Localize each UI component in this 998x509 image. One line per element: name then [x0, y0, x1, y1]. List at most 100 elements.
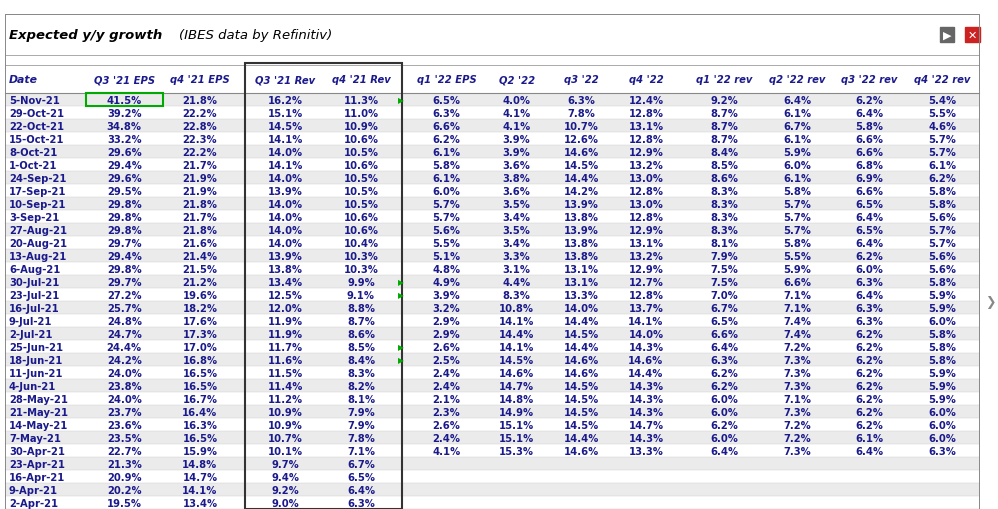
Text: q4 '22 rev: q4 '22 rev: [914, 75, 970, 85]
Text: 14.1%: 14.1%: [499, 342, 534, 352]
Text: 6.2%: 6.2%: [855, 407, 883, 417]
Text: 10.6%: 10.6%: [343, 212, 378, 222]
Text: 24-Sep-21: 24-Sep-21: [9, 174, 67, 183]
Text: 17.3%: 17.3%: [183, 329, 218, 339]
Text: 9.4%: 9.4%: [271, 472, 299, 482]
Text: 6.4%: 6.4%: [855, 212, 883, 222]
Text: 7.9%: 7.9%: [347, 420, 375, 430]
Text: 3.4%: 3.4%: [503, 238, 531, 248]
Text: 6.1%: 6.1%: [432, 148, 460, 157]
Text: 8-Oct-21: 8-Oct-21: [9, 148, 57, 157]
Text: 24.4%: 24.4%: [107, 342, 142, 352]
Text: 24.0%: 24.0%: [107, 394, 142, 404]
Text: Q3 '21 EPS: Q3 '21 EPS: [94, 75, 155, 85]
Text: 13.1%: 13.1%: [564, 277, 599, 287]
Text: 7.8%: 7.8%: [567, 108, 595, 119]
Bar: [5, 66, 979, 94]
Text: 6.1%: 6.1%: [783, 174, 811, 183]
Text: 7.3%: 7.3%: [783, 368, 811, 378]
Text: 11.5%: 11.5%: [267, 368, 303, 378]
Text: 7.8%: 7.8%: [347, 433, 375, 443]
Text: 11.3%: 11.3%: [343, 96, 378, 106]
Text: 14.4%: 14.4%: [499, 329, 534, 339]
Text: 13.3%: 13.3%: [564, 290, 599, 300]
Text: 6.4%: 6.4%: [711, 342, 739, 352]
Text: 6.2%: 6.2%: [855, 342, 883, 352]
Text: 6.2%: 6.2%: [855, 251, 883, 261]
Bar: [5, 301, 979, 315]
Text: 5.8%: 5.8%: [855, 122, 883, 131]
Text: 11.0%: 11.0%: [343, 108, 378, 119]
Text: 8.7%: 8.7%: [347, 316, 375, 326]
Text: 14.0%: 14.0%: [267, 174, 303, 183]
Text: 33.2%: 33.2%: [107, 134, 142, 145]
Text: 13.8%: 13.8%: [564, 212, 599, 222]
Text: 14.4%: 14.4%: [564, 316, 599, 326]
Bar: [5, 159, 979, 172]
Text: 10.8%: 10.8%: [499, 303, 534, 313]
Text: 5.7%: 5.7%: [783, 225, 811, 235]
Text: 16.5%: 16.5%: [183, 381, 218, 391]
Text: 5.6%: 5.6%: [432, 225, 460, 235]
Text: 6.0%: 6.0%: [928, 407, 956, 417]
Text: 6.2%: 6.2%: [711, 368, 739, 378]
Text: 10.9%: 10.9%: [268, 407, 302, 417]
Text: 7.3%: 7.3%: [783, 446, 811, 456]
Bar: [5, 405, 979, 418]
Text: 5.8%: 5.8%: [928, 342, 956, 352]
Text: 14.1%: 14.1%: [183, 485, 218, 495]
Text: 6.1%: 6.1%: [432, 174, 460, 183]
Bar: [5, 289, 979, 301]
Text: 13.9%: 13.9%: [564, 225, 599, 235]
Text: 24.8%: 24.8%: [107, 316, 142, 326]
Text: 6.4%: 6.4%: [347, 485, 375, 495]
Text: 2-Jul-21: 2-Jul-21: [9, 329, 53, 339]
Text: 21.5%: 21.5%: [183, 264, 218, 274]
Text: 13.1%: 13.1%: [629, 122, 664, 131]
Text: 17.0%: 17.0%: [183, 342, 218, 352]
Text: 6.6%: 6.6%: [711, 329, 739, 339]
Text: 7-May-21: 7-May-21: [9, 433, 61, 443]
Text: ▶: ▶: [398, 277, 404, 287]
Text: 23.6%: 23.6%: [107, 420, 142, 430]
Text: 11.9%: 11.9%: [267, 329, 303, 339]
Text: 14.0%: 14.0%: [267, 200, 303, 209]
Text: 5.8%: 5.8%: [928, 200, 956, 209]
Text: 5.7%: 5.7%: [432, 212, 460, 222]
Text: ▶: ▶: [398, 96, 404, 105]
Text: 6.5%: 6.5%: [432, 96, 460, 106]
Text: 7.5%: 7.5%: [711, 264, 739, 274]
Text: Expected y/y growth: Expected y/y growth: [9, 29, 163, 42]
Text: 6.5%: 6.5%: [711, 316, 739, 326]
Text: 13.8%: 13.8%: [564, 238, 599, 248]
Text: 15.9%: 15.9%: [183, 446, 218, 456]
Text: 14.3%: 14.3%: [629, 433, 664, 443]
Text: 14.6%: 14.6%: [564, 355, 599, 365]
Text: 23.7%: 23.7%: [107, 407, 142, 417]
Text: 10.7%: 10.7%: [564, 122, 599, 131]
Text: 17.6%: 17.6%: [183, 316, 218, 326]
Text: 6.4%: 6.4%: [711, 446, 739, 456]
Text: 14.5%: 14.5%: [564, 381, 599, 391]
Text: 22.7%: 22.7%: [107, 446, 142, 456]
Text: 2.4%: 2.4%: [432, 381, 460, 391]
Text: 21.8%: 21.8%: [183, 96, 218, 106]
Text: 12.6%: 12.6%: [564, 134, 599, 145]
Bar: [5, 172, 979, 185]
Text: 6.5%: 6.5%: [347, 472, 375, 482]
Text: 6.2%: 6.2%: [711, 420, 739, 430]
Text: 16.8%: 16.8%: [183, 355, 218, 365]
Text: 5.8%: 5.8%: [783, 186, 811, 196]
Text: 6.5%: 6.5%: [855, 225, 883, 235]
Text: 22.3%: 22.3%: [183, 134, 218, 145]
Text: ▶: ▶: [942, 31, 951, 41]
Bar: [5, 198, 979, 211]
Text: 6.2%: 6.2%: [855, 368, 883, 378]
Text: 9.7%: 9.7%: [271, 459, 299, 469]
Text: 14.0%: 14.0%: [267, 148, 303, 157]
Text: 10-Sep-21: 10-Sep-21: [9, 200, 67, 209]
Text: 7.3%: 7.3%: [783, 355, 811, 365]
Text: 13.0%: 13.0%: [629, 200, 664, 209]
Text: 14.3%: 14.3%: [629, 394, 664, 404]
Text: 3.6%: 3.6%: [503, 160, 531, 171]
